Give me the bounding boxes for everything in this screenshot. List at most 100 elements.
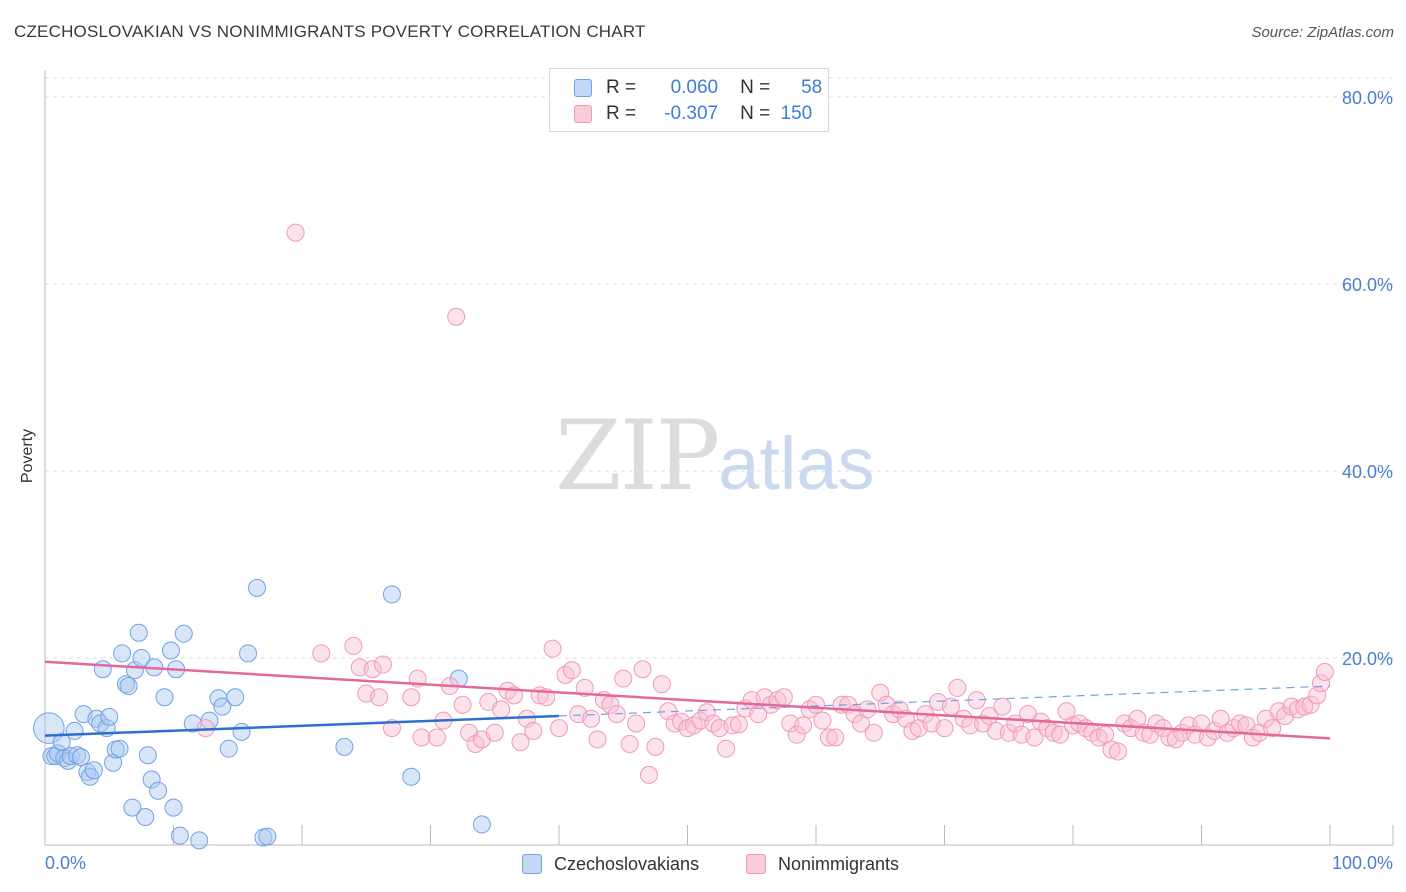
nonimm-point <box>1096 725 1115 744</box>
watermark: ZIPatlas <box>555 400 875 512</box>
nonimm-point <box>1198 728 1217 747</box>
nonimm-point <box>652 675 671 694</box>
czech-point <box>170 826 189 845</box>
bottom-legend-czech: Czechoslovakians <box>522 852 699 876</box>
czech-point <box>161 641 180 660</box>
nonimm-point <box>466 735 485 754</box>
grid-lines <box>45 77 1393 659</box>
czech-point <box>52 733 71 752</box>
nonimm-point <box>524 721 543 740</box>
nonimm-point <box>749 705 768 724</box>
czech-point <box>65 721 84 740</box>
nonimm-point <box>402 688 421 707</box>
czech-point <box>123 798 142 817</box>
nonimm-point <box>588 730 607 749</box>
czech-point <box>164 798 183 817</box>
nonimm-point <box>1312 674 1331 693</box>
nonimm-point <box>800 700 819 719</box>
nonimm-point <box>948 678 967 697</box>
nonimm-point <box>485 723 504 742</box>
czech-point <box>258 827 277 846</box>
nonimm-point <box>807 695 825 714</box>
czech-point <box>149 781 168 800</box>
nonimm-point <box>935 719 954 738</box>
czech-point <box>472 815 491 834</box>
nonimm-point <box>684 716 703 735</box>
nonimm-point <box>575 678 594 697</box>
czech-point <box>61 747 80 766</box>
nonimm-point <box>723 716 742 735</box>
nonimm-point <box>492 700 511 719</box>
czech-point <box>190 831 209 850</box>
legend-row-czech: R = 0.060 N = 58 <box>574 76 822 100</box>
nonimm-point <box>427 728 446 747</box>
nonimm-point <box>447 307 466 326</box>
czech-points <box>33 578 491 850</box>
x-tick-label: 0.0% <box>45 853 86 873</box>
nonimm-point <box>1263 719 1282 738</box>
source-credit: Source: ZipAtlas.com <box>1251 24 1394 41</box>
legend-n-value: 150 <box>780 103 813 124</box>
nonimm-point <box>1025 728 1044 747</box>
x-tick-label: 100.0% <box>1332 853 1393 873</box>
nonimm-point <box>1315 663 1334 682</box>
czech-point <box>113 644 132 663</box>
legend-n-label: N = <box>740 103 771 124</box>
nonimm-point <box>543 639 562 658</box>
bottom-legend-label: Nonimmigrants <box>778 853 900 874</box>
czech-point <box>136 807 155 826</box>
czech-point <box>382 585 401 604</box>
czech-point <box>213 697 232 716</box>
nonimm-point <box>1051 725 1070 744</box>
czech-point <box>174 624 193 643</box>
czech-trend-line <box>44 714 560 737</box>
y-tick-label: 20.0% <box>1342 649 1393 669</box>
nonimm-point <box>373 655 392 674</box>
czech-point <box>116 675 135 694</box>
nonimm-point <box>1108 742 1127 761</box>
nonimm-point <box>370 688 389 707</box>
y-tick-label: 60.0% <box>1342 275 1393 295</box>
nonimm-point <box>993 697 1012 716</box>
czech-point <box>335 737 354 756</box>
nonimm-point <box>794 716 813 735</box>
nonimm-point <box>633 660 652 679</box>
nonimm-point <box>787 725 806 744</box>
nonimm-point <box>813 711 832 730</box>
nonimm-point <box>646 737 665 756</box>
nonimm-point <box>1301 695 1320 714</box>
nonimm-point <box>511 733 530 752</box>
nonimm-point <box>627 714 646 733</box>
legend-n-label: N = <box>740 77 771 98</box>
watermark-zip: ZIP <box>555 400 720 512</box>
czech-point <box>110 739 129 758</box>
legend-row-nonimm: R = -0.307 N = 150 <box>574 102 812 126</box>
czech-point <box>155 688 174 707</box>
nonimm-point <box>819 728 838 747</box>
czech-point <box>119 677 138 696</box>
trend-lines <box>44 660 1331 740</box>
czech-trend-extension <box>558 685 1331 717</box>
czech-point <box>138 746 157 765</box>
bottom-legend-label: Czechoslovakians <box>554 853 700 874</box>
nonimm-point <box>363 660 382 679</box>
czech-point <box>100 707 119 726</box>
nonimm-point <box>344 636 363 655</box>
legend-r-label: R = <box>606 103 637 124</box>
chart-title: CZECHOSLOVAKIAN VS NONIMMIGRANTS POVERTY… <box>14 22 646 41</box>
nonimm-points <box>196 223 1334 784</box>
nonimm-point <box>1102 740 1121 759</box>
legend-n-value: 58 <box>801 77 823 98</box>
legend-r-label: R = <box>606 77 637 98</box>
czech-swatch <box>522 854 542 874</box>
czech-point <box>142 770 161 789</box>
bottom-legend-nonimm: Nonimmigrants <box>746 852 899 876</box>
nonimm-point <box>717 739 736 758</box>
y-tick-label: 40.0% <box>1342 462 1393 482</box>
nonimm-point <box>556 665 575 684</box>
nonimm-point <box>1044 723 1063 742</box>
correlation-legend: R = 0.060 N = 58 R = -0.307 N = 150 <box>549 68 829 132</box>
czech-point <box>129 623 148 642</box>
nonimm-point <box>697 703 716 722</box>
watermark-atlas: atlas <box>718 422 875 505</box>
